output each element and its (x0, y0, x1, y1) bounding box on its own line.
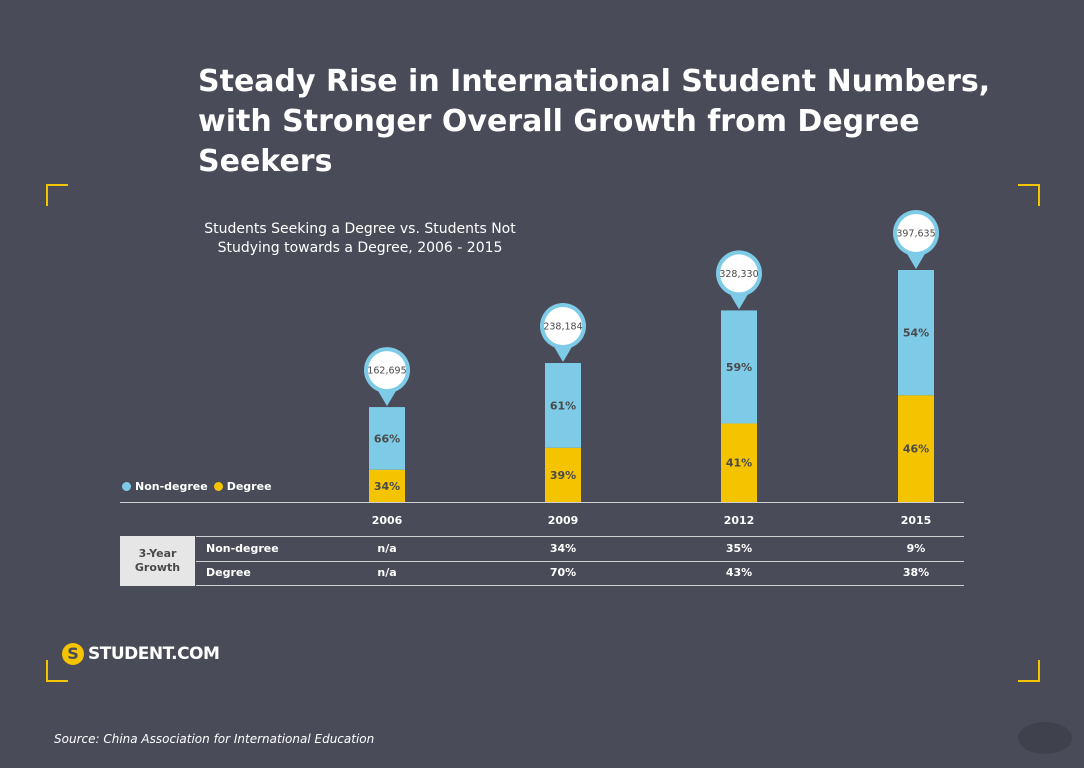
growth-row-degree: Degree n/a 70% 43% 38% (196, 561, 964, 586)
chart-subtitle: Students Seeking a Degree vs. Students N… (204, 221, 516, 256)
data-label-degree-2012: 41% (726, 457, 752, 470)
bar-degree-2012 (721, 423, 757, 502)
infographic-title: Steady Rise in International Student Num… (198, 64, 991, 179)
student-com-logo: S STUDENT.COM (62, 643, 220, 665)
growth-row-non-degree: Non-degree n/a 34% 35% 9% (196, 536, 964, 562)
legend-swatch-non-degree (122, 482, 131, 491)
growth-cell: 43% (725, 566, 753, 579)
total-label-2009: 238,184 (543, 322, 582, 333)
x-tick-label-2009: 2009 (548, 514, 579, 527)
growth-row-label: Degree (206, 566, 251, 579)
total-marker-2009 (544, 307, 582, 346)
data-label-degree-2015: 46% (903, 443, 929, 456)
logo-s-icon: S (62, 643, 84, 665)
legend-item-non-degree: Non-degree (122, 480, 208, 493)
bar-non-degree-2015 (898, 270, 934, 396)
corner-bracket-top-left (46, 184, 68, 206)
bar-degree-2015 (898, 395, 934, 502)
data-label-non-degree-2015: 54% (903, 327, 929, 340)
bar-non-degree-2012 (721, 310, 757, 424)
data-label-non-degree-2009: 61% (550, 399, 576, 412)
total-marker-2006 (368, 351, 406, 390)
corner-decoration (1018, 722, 1072, 754)
source-note: Source: China Association for Internatio… (54, 732, 375, 746)
legend-item-degree: Degree (213, 480, 272, 493)
legend-label-degree: Degree (226, 480, 272, 493)
growth-cell: 9% (906, 542, 926, 555)
growth-table-header: 3-Year Growth (120, 536, 195, 586)
legend-swatch-degree (213, 482, 223, 491)
data-label-degree-2006: 34% (374, 480, 400, 493)
growth-cell: 70% (549, 566, 577, 579)
data-label-non-degree-2012: 59% (726, 361, 752, 374)
growth-cell: 35% (725, 542, 753, 555)
total-label-2012: 328,330 (719, 269, 758, 280)
growth-cell: 38% (902, 566, 930, 579)
bar-degree-2006 (369, 469, 405, 502)
bar-non-degree-2006 (369, 407, 405, 470)
total-label-2006: 162,695 (367, 366, 406, 377)
corner-bracket-top-right (1018, 184, 1040, 206)
growth-row-label: Non-degree (206, 542, 279, 555)
bar-degree-2009 (545, 447, 581, 502)
logo-text: STUDENT.COM (88, 644, 220, 664)
chart-legend: Non-degree Degree (122, 480, 274, 493)
growth-cell: n/a (377, 542, 397, 555)
growth-cell: 34% (549, 542, 577, 555)
corner-bracket-bottom-left (46, 660, 68, 682)
growth-cell: n/a (377, 566, 397, 579)
x-tick-label-2006: 2006 (372, 514, 403, 527)
corner-bracket-bottom-right (1018, 660, 1040, 682)
data-label-non-degree-2006: 66% (374, 432, 400, 445)
x-tick-label-2015: 2015 (901, 514, 932, 527)
legend-label-non-degree: Non-degree (135, 480, 208, 493)
bar-non-degree-2009 (545, 363, 581, 448)
growth-table: 3-Year Growth Non-degree n/a 34% 35% 9% … (120, 536, 964, 586)
x-tick-label-2012: 2012 (724, 514, 755, 527)
total-marker-2012 (720, 254, 758, 293)
total-marker-2015 (897, 214, 935, 252)
data-label-degree-2009: 39% (550, 469, 576, 482)
total-label-2015: 397,635 (896, 229, 935, 240)
